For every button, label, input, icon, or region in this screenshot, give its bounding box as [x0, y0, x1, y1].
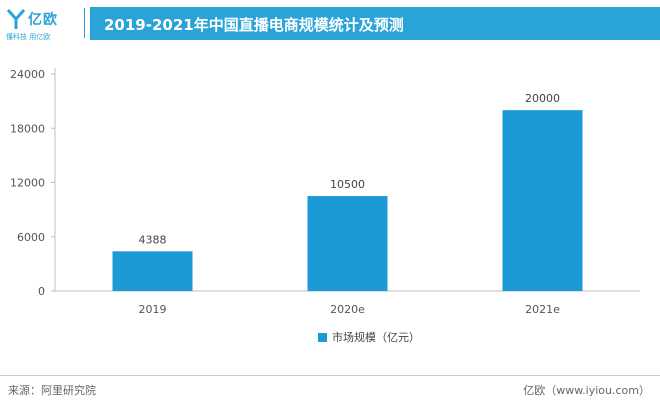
bar — [307, 196, 388, 291]
header-divider — [84, 8, 85, 38]
data-label: 10500 — [330, 178, 365, 191]
credit-note: 亿欧（www.iyiou.com） — [523, 384, 650, 397]
brand-logo: 亿欧 懂科技 用亿欧 — [6, 8, 76, 44]
header: 亿欧 懂科技 用亿欧 2019-2021年中国直播电商规模统计及预测 — [0, 0, 660, 49]
title-bar: 2019-2021年中国直播电商规模统计及预测 — [90, 7, 660, 40]
y-tick-label: 0 — [38, 285, 45, 298]
data-label: 20000 — [525, 92, 560, 105]
y-tick-label: 12000 — [10, 177, 45, 190]
legend-label: 市场规模（亿元） — [332, 330, 420, 344]
legend-swatch — [318, 333, 327, 342]
y-tick-label: 18000 — [10, 122, 45, 135]
x-tick-label: 2021e — [525, 303, 560, 316]
logo-y-icon — [6, 9, 26, 29]
y-tick-label: 24000 — [10, 68, 45, 81]
brand-name: 亿欧 — [28, 12, 58, 28]
y-tick-label: 6000 — [17, 231, 45, 244]
x-tick-label: 2019 — [139, 303, 167, 316]
data-label: 4388 — [139, 233, 167, 246]
bar-chart: 0 6000 12000 18000 24000 4388 2019 10500 2020e 20… — [10, 68, 640, 344]
chart-title: 2019-2021年中国直播电商规模统计及预测 — [104, 16, 404, 34]
source-note: 来源：阿里研究院 — [8, 384, 96, 397]
brand-tagline: 懂科技 用亿欧 — [6, 33, 51, 41]
footer-divider — [0, 375, 660, 376]
x-tick-label: 2020e — [330, 303, 365, 316]
bar — [112, 251, 193, 291]
bar — [502, 110, 583, 291]
